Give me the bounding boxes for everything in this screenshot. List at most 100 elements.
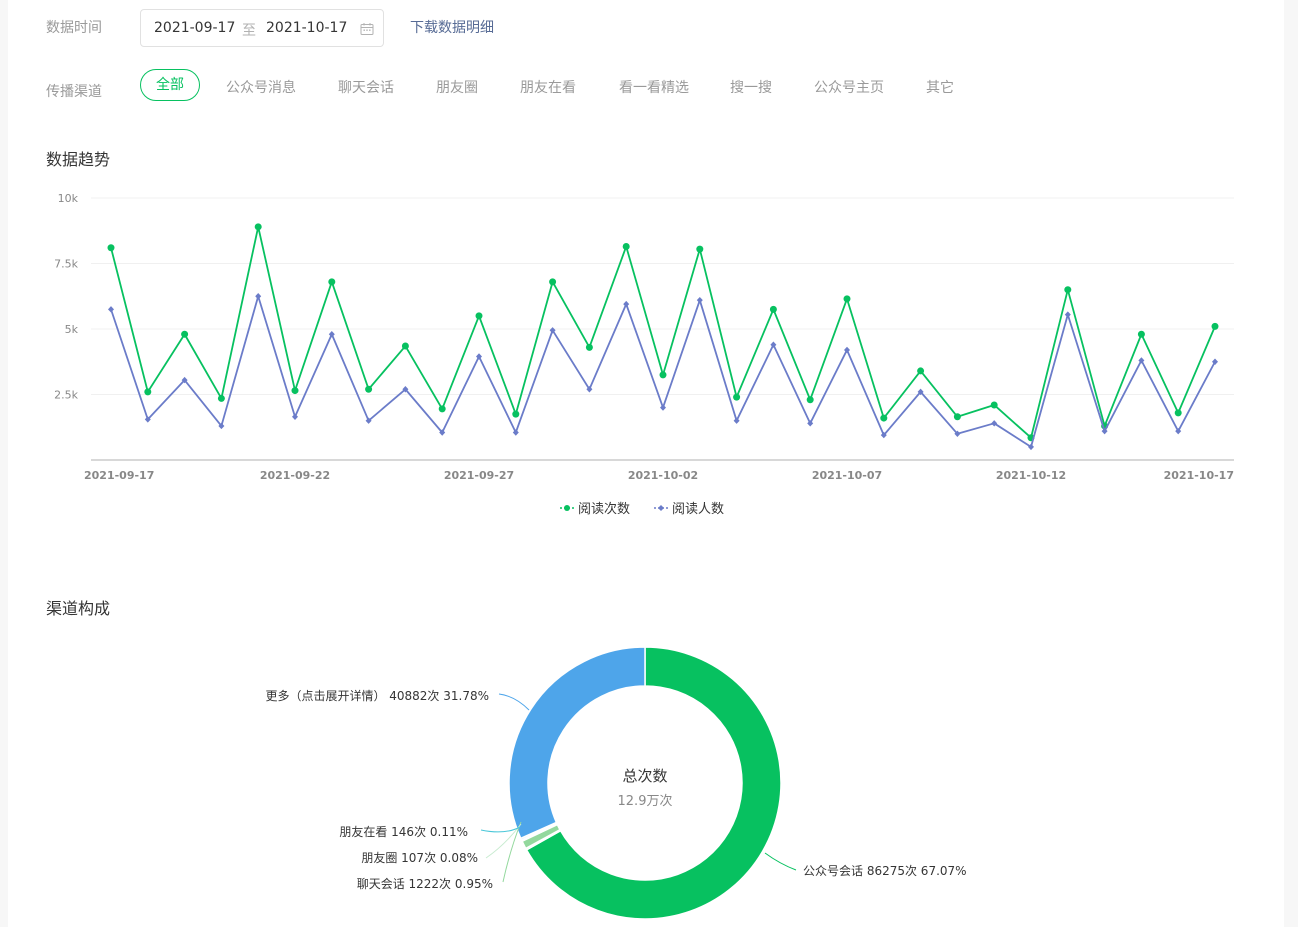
data-point <box>954 430 961 437</box>
data-point <box>107 244 115 252</box>
slice-label: 更多（点击展开详情） 40882次 31.78% <box>265 688 489 703</box>
slice-label: 朋友在看 146次 0.11% <box>339 825 468 839</box>
data-point <box>843 295 851 303</box>
slice-label: 公众号会话 86275次 67.07% <box>803 864 967 878</box>
data-point <box>1101 427 1108 435</box>
content-card <box>8 0 1284 927</box>
data-point <box>1138 357 1145 364</box>
data-point <box>733 417 740 424</box>
data-point <box>401 342 409 350</box>
data-point <box>254 223 262 231</box>
data-point <box>1028 443 1034 451</box>
data-point <box>991 420 998 427</box>
x-tick-label: 2021-09-22 <box>260 469 330 482</box>
data-point <box>217 394 225 402</box>
data-point <box>770 341 777 348</box>
data-point <box>512 410 520 418</box>
data-point <box>365 385 373 393</box>
download-details-link[interactable]: 下载数据明细 <box>410 20 494 36</box>
channel-label: 传播渠道 <box>46 84 102 100</box>
data-point <box>917 367 925 375</box>
data-point <box>917 388 924 396</box>
data-point <box>144 416 151 423</box>
data-point <box>953 413 961 421</box>
data-point <box>880 414 888 422</box>
callout-line <box>764 852 797 871</box>
data-point <box>1212 358 1218 365</box>
data-point <box>144 388 152 396</box>
donut-slice <box>525 646 782 920</box>
data-point <box>439 429 446 436</box>
calendar-icon[interactable] <box>360 22 374 36</box>
date-start[interactable]: 2021-09-17 <box>154 20 236 36</box>
legend-label: 阅读次数 <box>578 501 630 517</box>
data-point <box>1174 409 1182 417</box>
data-point <box>402 386 409 393</box>
data-point <box>512 429 519 436</box>
channel-tab-search[interactable]: 搜一搜 <box>730 80 772 96</box>
data-point <box>292 413 298 420</box>
data-point <box>255 293 262 300</box>
callout-line <box>498 693 530 711</box>
y-tick-label: 7.5k <box>54 258 78 271</box>
data-point <box>622 242 630 250</box>
channel-tab-homepage[interactable]: 公众号主页 <box>814 80 884 96</box>
data-point <box>438 405 446 413</box>
channel-tab-chat[interactable]: 聊天会话 <box>338 80 394 96</box>
donut-center-value: 12.9万次 <box>618 793 673 809</box>
data-point <box>769 305 777 313</box>
legend-marker <box>564 505 570 511</box>
channel-tab-top-stories[interactable]: 看一看精选 <box>619 80 689 96</box>
data-point <box>659 371 667 379</box>
y-tick-label: 2.5k <box>54 389 78 402</box>
data-point <box>696 245 704 253</box>
data-point <box>549 327 556 334</box>
data-point <box>328 331 335 338</box>
data-point <box>880 431 887 439</box>
date-end[interactable]: 2021-10-17 <box>266 20 348 36</box>
slice-label: 朋友圈 107次 0.08% <box>361 851 478 865</box>
data-point <box>660 404 666 411</box>
data-point <box>807 420 814 427</box>
data-point <box>1064 311 1071 318</box>
data-point <box>328 278 336 286</box>
channel-tab-official-message[interactable]: 公众号消息 <box>226 80 296 96</box>
channel-tab-all[interactable]: 全部 <box>140 69 200 101</box>
donut-slice <box>508 646 646 840</box>
composition-title: 渠道构成 <box>46 599 111 618</box>
date-separator: 至 <box>242 23 256 39</box>
x-tick-label: 2021-10-07 <box>812 469 882 482</box>
data-point <box>1137 330 1145 338</box>
x-tick-label: 2021-10-12 <box>996 469 1066 482</box>
channel-tab-moments[interactable]: 朋友圈 <box>436 80 478 96</box>
y-tick-label: 10k <box>58 192 79 205</box>
y-tick-label: 5k <box>65 323 79 336</box>
data-point <box>696 296 703 304</box>
channel-tab-friends-watching[interactable]: 朋友在看 <box>520 80 576 96</box>
time-label: 数据时间 <box>46 20 102 36</box>
legend-marker <box>658 505 664 511</box>
x-tick-label: 2021-10-17 <box>1164 469 1234 482</box>
x-tick-label: 2021-10-02 <box>628 469 698 482</box>
data-point <box>475 312 483 320</box>
data-point <box>733 393 741 401</box>
data-point <box>806 396 814 404</box>
data-point <box>623 300 630 308</box>
data-point <box>585 343 593 351</box>
data-point <box>1211 322 1219 330</box>
data-point <box>549 278 557 286</box>
x-tick-label: 2021-09-27 <box>444 469 514 482</box>
data-point <box>586 386 593 393</box>
callout-line <box>480 826 521 833</box>
data-point <box>218 422 225 430</box>
trend-title: 数据趋势 <box>46 150 111 169</box>
data-point <box>1175 427 1182 435</box>
channel-tab-other[interactable]: 其它 <box>926 80 954 96</box>
trend-line-chart: 2.5k 5k 7.5k 10k 2021-09-17 2021-09-22 2021-09… <box>54 192 1234 517</box>
date-range-picker[interactable]: 2021-09-17 至 2021-10-17 <box>140 9 384 47</box>
data-point <box>844 346 850 354</box>
data-point <box>108 306 114 313</box>
data-point <box>291 387 299 395</box>
x-tick-label: 2021-09-17 <box>84 469 154 482</box>
